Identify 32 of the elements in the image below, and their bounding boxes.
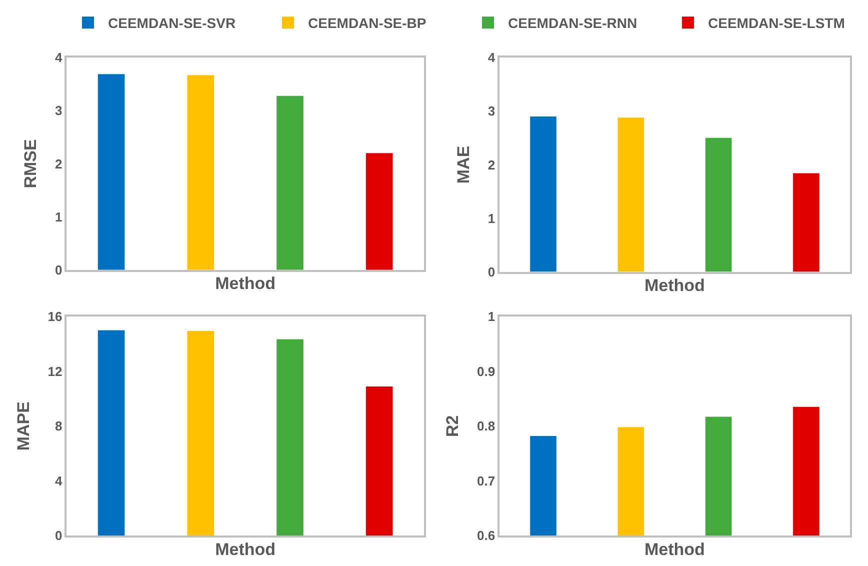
y-tick-label: 0 (55, 528, 62, 544)
y-tick-label: 1 (488, 210, 496, 226)
y-tick-label: 2 (55, 156, 62, 172)
y-tick-label: 0 (55, 262, 62, 278)
y-tick-label: 3 (55, 103, 62, 118)
legend-label: CEEMDAN-SE-LSTM (708, 15, 845, 32)
y-tick-label: 0.8 (476, 418, 496, 434)
legend-label: CEEMDAN-SE-BP (308, 15, 426, 32)
y-tick-label: 2 (488, 157, 496, 172)
y-axis-title: R2 (443, 415, 462, 437)
y-tick-label: 4 (55, 50, 64, 66)
legend-label: CEEMDAN-SE-SVR (108, 15, 236, 32)
y-tick-label: 16 (48, 309, 62, 324)
y-axis-title: MAPE (14, 402, 33, 451)
x-axis-title: Method (215, 274, 276, 294)
x-axis-title: Method (215, 540, 276, 559)
y-tick-label: 8 (55, 418, 62, 434)
y-tick-label: 3 (488, 104, 496, 119)
y-axis-title: MAE (454, 146, 473, 184)
legend-label: CEEMDAN-SE-RNN (508, 15, 638, 32)
y-tick-label: 4 (488, 50, 496, 66)
y-axis-title: RMSE (21, 139, 40, 188)
y-tick-label: 4 (55, 473, 64, 488)
y-tick-label: 0 (488, 264, 496, 280)
y-tick-label: 0.9 (476, 364, 496, 379)
y-tick-label: 12 (48, 364, 62, 379)
x-axis-title: Method (644, 276, 705, 296)
y-tick-label: 0.7 (476, 473, 496, 488)
y-tick-label: 1 (55, 209, 62, 224)
y-tick-label: 0.6 (476, 528, 496, 544)
y-tick-label: 1 (488, 309, 496, 324)
x-axis-title: Method (644, 540, 705, 559)
